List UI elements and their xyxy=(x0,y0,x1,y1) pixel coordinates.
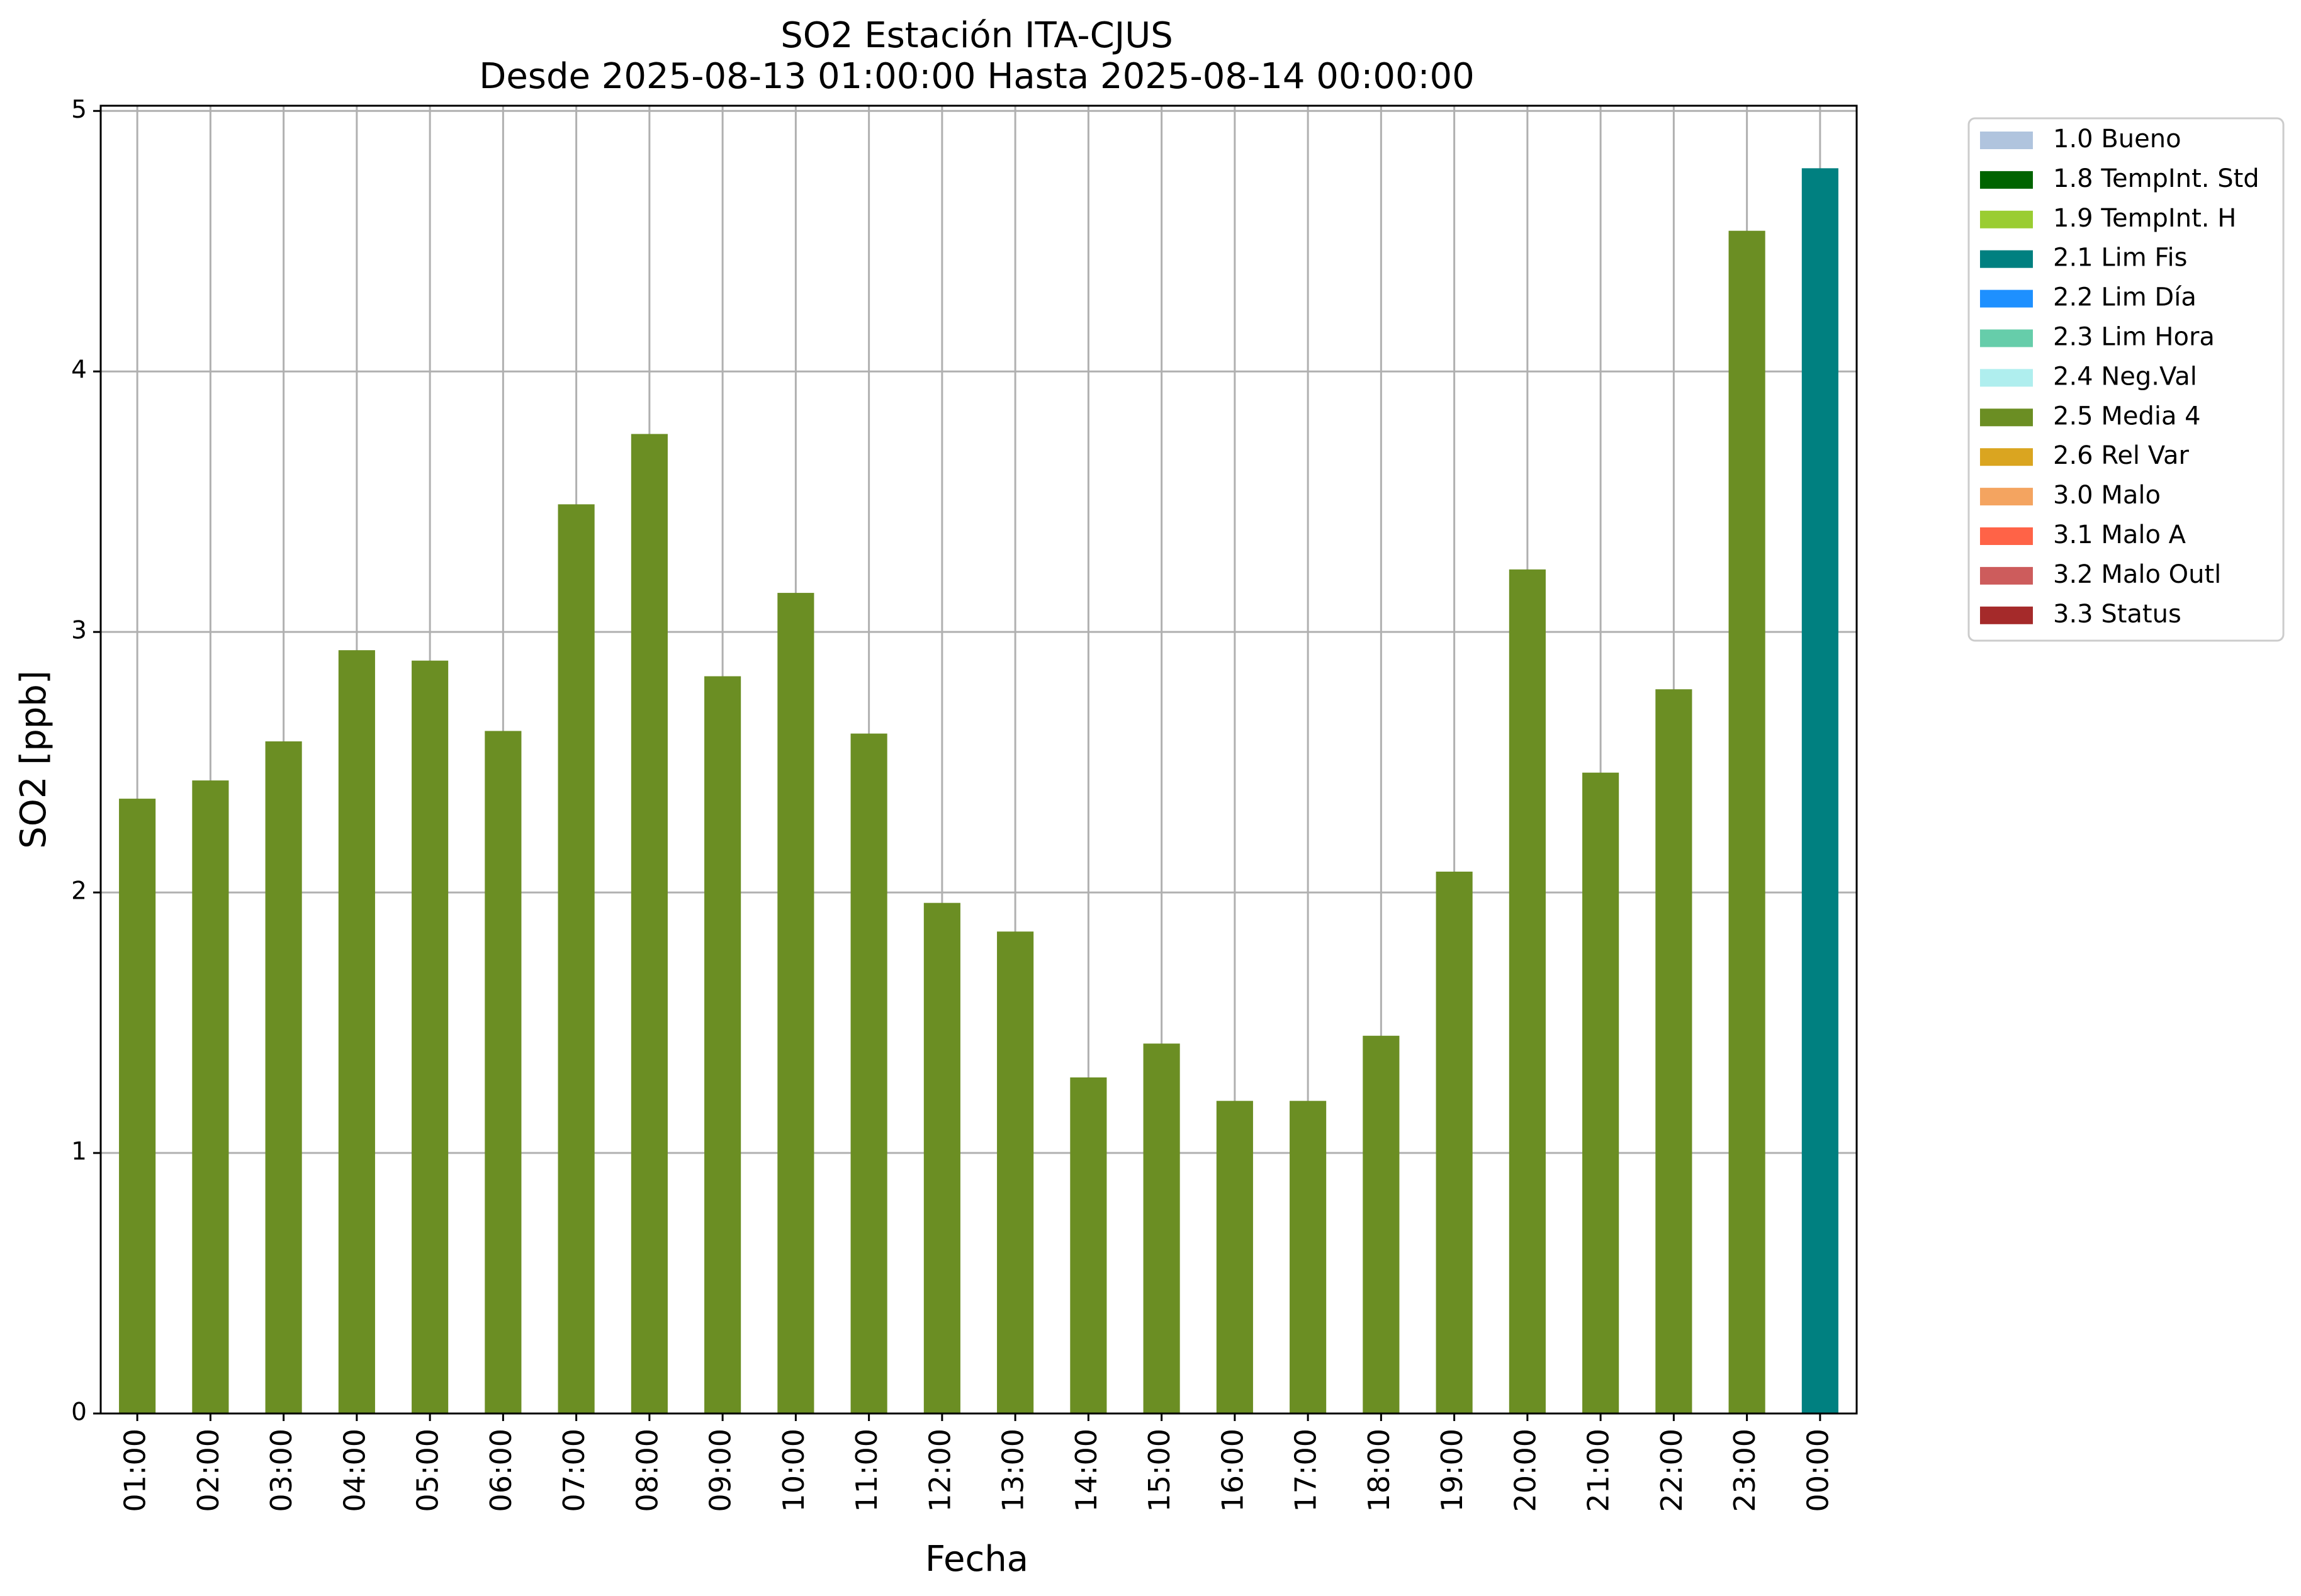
bar-1600 xyxy=(1216,1101,1253,1413)
x-tick-label: 14:00 xyxy=(1069,1429,1103,1512)
legend-entry: 1.0 Bueno xyxy=(2053,125,2181,154)
x-axis-label: Fecha xyxy=(925,1539,1028,1580)
x-tick-label: 10:00 xyxy=(777,1429,811,1512)
plot-frame xyxy=(99,104,1858,1415)
chart-subtitle: Desde 2025-08-13 01:00:00 Hasta 2025-08-… xyxy=(479,56,1475,97)
chart-title: SO2 Estación ITA-CJUS xyxy=(780,15,1173,56)
bar-0200 xyxy=(192,780,229,1413)
x-tick-label: 17:00 xyxy=(1289,1429,1323,1512)
legend-swatch xyxy=(1980,488,2033,506)
legend-swatch xyxy=(1980,329,2033,347)
x-tick-label: 21:00 xyxy=(1582,1429,1616,1512)
legend-entry: 3.0 Malo xyxy=(2053,481,2161,510)
y-tick-label: 3 xyxy=(71,617,87,645)
bar-2100 xyxy=(1582,772,1619,1413)
legend-swatch xyxy=(1980,289,2033,308)
bar-0400 xyxy=(338,650,375,1413)
x-tick-label: 08:00 xyxy=(630,1429,664,1512)
x-tick-label: 11:00 xyxy=(850,1429,884,1512)
legend-entry: 2.3 Lim Hora xyxy=(2053,323,2215,352)
y-tick-label: 2 xyxy=(71,877,87,906)
legend-entry: 2.4 Neg.Val xyxy=(2053,362,2197,391)
legend-swatch xyxy=(1980,369,2033,387)
bar-2000 xyxy=(1509,569,1546,1413)
x-tick-label: 04:00 xyxy=(337,1429,371,1512)
legend-entry: 1.8 TempInt. Std xyxy=(2053,164,2259,193)
bar-1500 xyxy=(1143,1043,1180,1413)
x-tick-label: 12:00 xyxy=(923,1429,957,1512)
legend-box xyxy=(1967,117,2285,642)
bar-1900 xyxy=(1436,871,1473,1413)
legend: 1.0 Bueno 1.8 TempInt. Std 1.9 TempInt. H 2… xyxy=(1967,117,2285,642)
bar-0000 xyxy=(1801,168,1838,1413)
bar-2200 xyxy=(1655,689,1692,1413)
legend-swatch xyxy=(1980,132,2033,149)
bar-0600 xyxy=(485,731,522,1413)
y-axis-label: SO2 [ppb] xyxy=(13,670,54,848)
legend-swatch xyxy=(1980,527,2033,545)
x-tick-label: 23:00 xyxy=(1728,1429,1762,1512)
x-tick-label: 20:00 xyxy=(1508,1429,1542,1512)
x-tick-label: 00:00 xyxy=(1801,1429,1835,1512)
x-tick-label: 16:00 xyxy=(1215,1429,1249,1512)
bar-1200 xyxy=(923,902,960,1413)
x-tick-label: 05:00 xyxy=(411,1429,445,1512)
x-tick-label: 01:00 xyxy=(118,1429,152,1512)
legend-entry: 3.2 Malo Outl xyxy=(2053,560,2221,589)
bar-1300 xyxy=(997,931,1034,1413)
legend-entry: 2.2 Lim Día xyxy=(2053,283,2197,312)
x-tick-label: 18:00 xyxy=(1362,1429,1396,1512)
legend-entry: 3.3 Status xyxy=(2053,600,2181,629)
legend-entry: 2.6 Rel Var xyxy=(2053,441,2190,470)
x-tick-label: 02:00 xyxy=(191,1429,225,1512)
y-tick-label: 1 xyxy=(71,1138,87,1166)
x-tick-label: 13:00 xyxy=(996,1429,1030,1512)
legend-entry: 2.1 Lim Fis xyxy=(2053,244,2187,273)
x-axis: 01:00 02:00 03:00 04:00 05:00 06:00 07:00 08:00… xyxy=(118,1413,1835,1512)
bar-0500 xyxy=(412,660,449,1413)
x-tick-label: 19:00 xyxy=(1435,1429,1469,1512)
y-tick-label: 4 xyxy=(71,356,87,385)
bar-1400 xyxy=(1070,1077,1107,1413)
legend-swatch xyxy=(1980,408,2033,427)
y-tick-label: 0 xyxy=(71,1398,87,1427)
legend-swatch xyxy=(1980,448,2033,466)
bar-0900 xyxy=(704,676,741,1413)
legend-entry: 2.5 Media 4 xyxy=(2053,402,2201,430)
legend-entry: 1.9 TempInt. H xyxy=(2053,204,2236,233)
legend-swatch xyxy=(1980,210,2033,228)
y-axis: 0 1 2 3 4 5 xyxy=(71,96,101,1427)
bars xyxy=(119,168,1838,1413)
bar-2300 xyxy=(1728,230,1765,1413)
bar-1800 xyxy=(1363,1035,1400,1413)
bar-1100 xyxy=(850,733,887,1413)
legend-swatch xyxy=(1980,171,2033,189)
x-tick-label: 06:00 xyxy=(484,1429,518,1512)
x-tick-label: 09:00 xyxy=(704,1429,738,1512)
x-tick-label: 22:00 xyxy=(1655,1429,1689,1512)
y-tick-label: 5 xyxy=(71,96,87,124)
legend-swatch xyxy=(1980,566,2033,585)
bar-0800 xyxy=(631,434,668,1413)
bar-0700 xyxy=(558,504,595,1413)
x-tick-label: 03:00 xyxy=(264,1429,298,1512)
legend-swatch xyxy=(1980,606,2033,624)
bar-1700 xyxy=(1290,1101,1327,1413)
bar-1000 xyxy=(777,593,814,1413)
bar-0100 xyxy=(119,799,156,1413)
bar-0300 xyxy=(265,741,302,1413)
x-tick-label: 15:00 xyxy=(1142,1429,1176,1512)
legend-swatch xyxy=(1980,250,2033,268)
x-tick-label: 07:00 xyxy=(557,1429,591,1512)
legend-entry: 3.1 Malo A xyxy=(2053,520,2186,549)
